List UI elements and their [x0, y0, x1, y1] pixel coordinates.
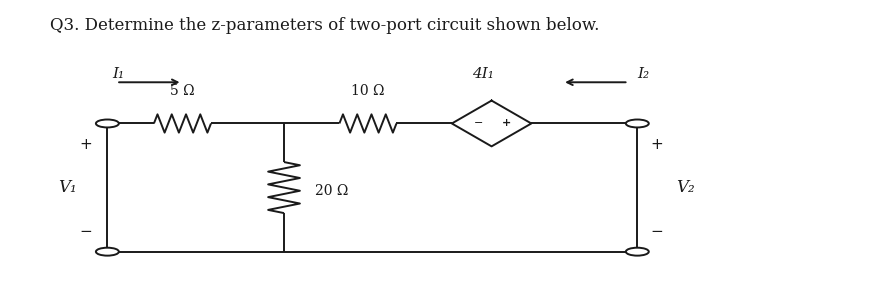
Text: 10 Ω: 10 Ω [351, 83, 385, 98]
Text: 20 Ω: 20 Ω [315, 184, 348, 198]
Text: I₂: I₂ [637, 67, 649, 81]
Text: V₁: V₁ [58, 179, 77, 196]
Text: −: − [474, 119, 483, 128]
Text: +: + [79, 137, 91, 152]
Text: −: − [79, 224, 91, 239]
Text: −: − [650, 224, 663, 239]
Text: 5 Ω: 5 Ω [170, 83, 195, 98]
Text: I₁: I₁ [112, 67, 124, 81]
Text: 4I₁: 4I₁ [472, 67, 494, 81]
Text: Q3. Determine the z-parameters of two-port circuit shown below.: Q3. Determine the z-parameters of two-po… [50, 17, 599, 34]
Text: V₂: V₂ [677, 179, 696, 196]
Text: +: + [502, 119, 511, 128]
Text: +: + [650, 137, 663, 152]
